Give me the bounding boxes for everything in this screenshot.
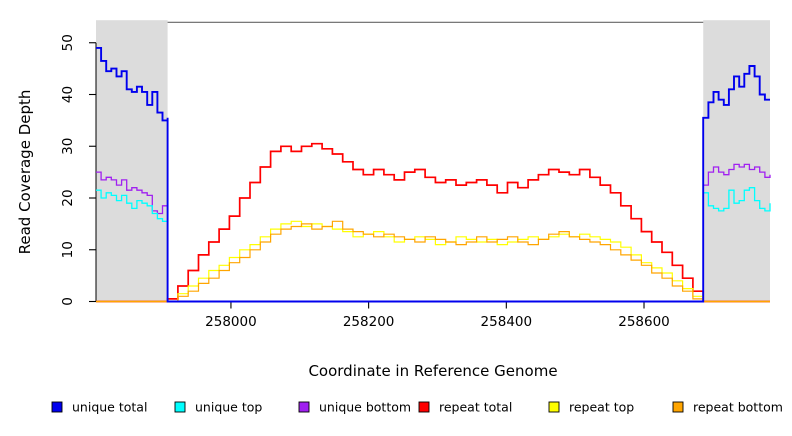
series-line-unique-top	[96, 187, 771, 303]
legend-item-unique-bottom: unique bottom	[298, 400, 411, 415]
legend-swatch	[51, 401, 63, 413]
legend-item-repeat-bottom: repeat bottom	[672, 400, 783, 415]
legend-swatch	[672, 401, 684, 413]
legend-item-unique-top: unique top	[174, 400, 262, 415]
y-axis-title: Read Coverage Depth	[16, 90, 34, 255]
legend-swatch	[174, 401, 186, 413]
x-tick-label: 258400	[481, 314, 533, 330]
y-tick-label: 30	[60, 138, 76, 155]
masked-region-right	[703, 20, 770, 302]
x-axis-title: Coordinate in Reference Genome	[308, 362, 557, 380]
x-tick-label: 258600	[618, 314, 670, 330]
legend-label: repeat bottom	[693, 400, 783, 415]
legend-label: unique top	[195, 400, 262, 415]
plot-decorations	[96, 20, 770, 302]
y-tick-label: 0	[60, 297, 76, 306]
legend-swatch	[418, 401, 430, 413]
legend-label: repeat total	[439, 400, 512, 415]
legend-item-repeat-top: repeat top	[548, 400, 634, 415]
series-line-repeat-bottom	[96, 220, 770, 303]
chart-legend: unique total unique top unique bottom repea…	[51, 400, 783, 415]
legend-label: unique total	[72, 400, 147, 415]
y-tick-label: 20	[60, 189, 76, 206]
x-tick-label: 258000	[205, 314, 257, 330]
y-tick-label: 40	[60, 86, 76, 103]
series-line-unique-total	[96, 46, 770, 303]
legend-swatch	[298, 401, 310, 413]
masked-region-left	[96, 20, 168, 302]
legend-swatch	[548, 401, 560, 413]
legend-label: unique bottom	[319, 400, 411, 415]
x-tick-label: 258200	[343, 314, 395, 330]
legend-item-repeat-total: repeat total	[418, 400, 512, 415]
legend-label: repeat top	[569, 400, 634, 415]
y-tick-label: 10	[60, 241, 76, 258]
series-line-repeat-total	[96, 142, 770, 303]
y-tick-label: 50	[60, 34, 76, 51]
series-line-repeat-top	[96, 220, 770, 303]
series-lines	[96, 46, 771, 303]
legend-item-unique-total: unique total	[51, 400, 147, 415]
series-line-unique-bottom	[96, 163, 771, 303]
